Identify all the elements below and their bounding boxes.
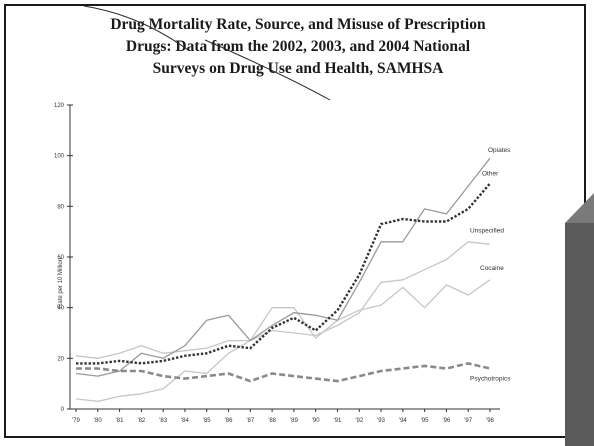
series-label-unspecified: Unspecified — [470, 227, 504, 234]
chart-series — [75, 157, 491, 403]
y-tick-label: 0 — [61, 407, 65, 413]
x-tick-label: '84 — [181, 418, 189, 424]
x-tick-label: '89 — [290, 418, 298, 424]
x-tick-label: '92 — [355, 418, 363, 424]
series-line-opiates — [75, 157, 491, 377]
x-axis-ticks: '79 '80 '81 '82 '83 '84 '85 '86 '87 '88 '89 '90 '91 '… — [72, 409, 495, 424]
y-tick-label: 60 — [57, 255, 64, 261]
series-label-psychotropics: Psychotropics — [470, 375, 511, 382]
series-label-other: Other — [482, 171, 499, 178]
x-tick-label: '97 — [464, 418, 472, 424]
gray-block-bevel — [565, 193, 594, 223]
diagonal-stroke-1 — [83, 5, 189, 51]
x-tick-label: '83 — [159, 418, 167, 424]
series-line-psychotropics — [76, 362, 491, 383]
x-tick-label: '98 — [486, 418, 494, 424]
series-label-cocaine: Cocaine — [480, 265, 504, 272]
x-tick-label: '80 — [94, 418, 102, 424]
x-tick-label: '86 — [225, 418, 233, 424]
title-line-2: Drugs: Data from the 2002, 2003, and 200… — [125, 38, 471, 55]
y-axis-title: Rate per 10 Million — [58, 258, 64, 308]
y-tick-label: 100 — [54, 154, 65, 160]
x-tick-label: '87 — [246, 418, 254, 424]
x-tick-label: '88 — [268, 418, 276, 424]
x-tick-label: '95 — [421, 418, 429, 424]
series-labels: Opiates Other Unspecified Cocaine Psychotrop… — [470, 147, 511, 382]
y-tick-label: 40 — [57, 306, 64, 312]
series-label-opiates: Opiates — [488, 147, 511, 154]
title-line-3: Surveys on Drug Use and Health, SAMHSA — [152, 60, 444, 77]
gray-block-face — [565, 223, 594, 446]
series-line-cocaine — [75, 279, 491, 403]
x-tick-label: '81 — [116, 418, 124, 424]
x-tick-label: '85 — [203, 418, 211, 424]
x-tick-label: '91 — [334, 418, 342, 424]
x-tick-label: '79 — [72, 418, 80, 424]
x-tick-label: '93 — [377, 418, 385, 424]
y-axis-ticks: 0 20 40 60 80 100 120 — [54, 103, 73, 413]
x-tick-label: '96 — [443, 418, 451, 424]
y-tick-label: 80 — [57, 204, 64, 210]
x-tick-label: '82 — [137, 418, 145, 424]
x-tick-label: '94 — [399, 418, 407, 424]
series-line-other — [76, 182, 491, 365]
title-line-1: Drug Mortality Rate, Source, and Misuse … — [110, 16, 486, 33]
x-tick-label: '90 — [312, 418, 320, 424]
y-tick-label: 120 — [54, 103, 65, 109]
y-tick-label: 20 — [57, 356, 64, 362]
diagonal-stroke-2 — [204, 39, 331, 101]
series-line-unspecified — [75, 241, 491, 359]
slide-title: Drug Mortality Rate, Source, and Misuse … — [38, 14, 558, 80]
